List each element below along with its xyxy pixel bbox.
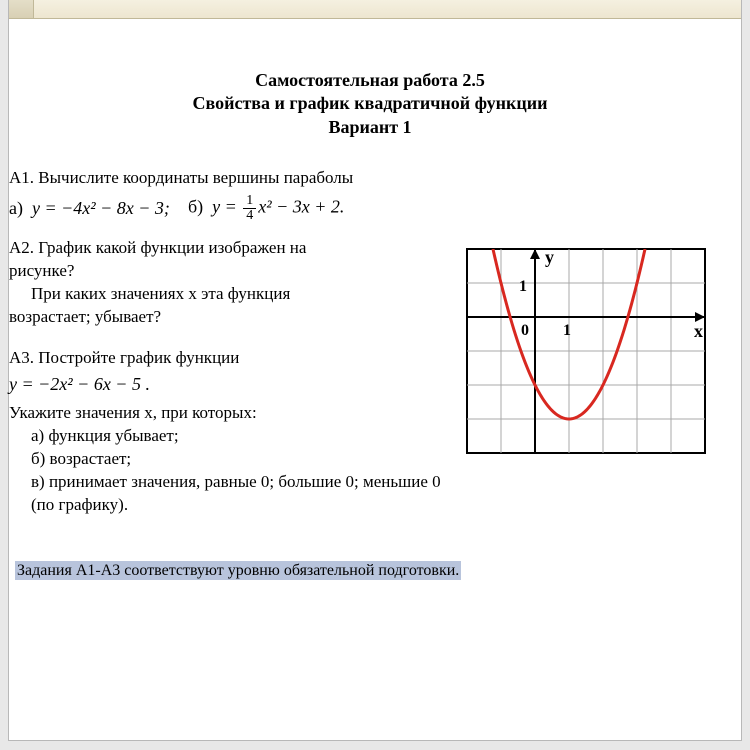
svg-text:1: 1	[519, 278, 527, 295]
parabola-chart: y x 0 1 1	[461, 243, 711, 459]
a2-line4: возрастает; убывает?	[9, 306, 453, 329]
document-frame: Самостоятельная работа 2.5 Свойства и гр…	[8, 0, 742, 741]
content-row: А2. График какой функции изображен на ри…	[9, 237, 731, 531]
title-line-3: Вариант 1	[9, 116, 731, 139]
ruler-margin-left	[9, 0, 34, 18]
svg-text:x: x	[694, 321, 703, 341]
a3-item-a: а) функция убывает;	[9, 425, 453, 448]
svg-text:1: 1	[563, 322, 571, 339]
a2-line3: При каких значениях x эта функция	[9, 283, 453, 306]
a3-sub-heading: Укажите значения x, при которых:	[9, 402, 453, 425]
a2-line2: рисунке?	[9, 260, 453, 283]
task-a3: А3. Постройте график функции y = −2x² − …	[9, 347, 453, 517]
a1-label: А1. Вычислите координаты вершины парабол…	[9, 167, 731, 190]
a3-item-b: б) возрастает;	[9, 448, 453, 471]
task-a2: А2. График какой функции изображен на ри…	[9, 237, 453, 329]
a1-eq-b: б) y = 1 4 x² − 3x + 2.	[188, 194, 344, 223]
a1-equations: а) y = −4x² − 8x − 3; б) y = 1 4 x² − 3x…	[9, 194, 731, 223]
a3-item-c: в) принимает значения, равные 0; большие…	[9, 471, 453, 517]
fraction-one-quarter: 1 4	[243, 194, 256, 223]
ruler	[9, 0, 741, 19]
page: Самостоятельная работа 2.5 Свойства и гр…	[9, 19, 741, 582]
svg-text:0: 0	[521, 322, 529, 339]
footer-note: Задания А1-А3 соответствуют уровню обяза…	[15, 559, 731, 582]
title-line-1: Самостоятельная работа 2.5	[9, 69, 731, 92]
title-line-2: Свойства и график квадратичной функции	[9, 92, 731, 115]
a3-heading: А3. Постройте график функции	[9, 347, 453, 370]
title-block: Самостоятельная работа 2.5 Свойства и гр…	[9, 69, 731, 139]
svg-text:y: y	[545, 247, 554, 267]
a1-eq-a: а) y = −4x² − 8x − 3;	[9, 196, 170, 220]
right-column: y x 0 1 1	[461, 237, 731, 459]
task-a1: А1. Вычислите координаты вершины парабол…	[9, 167, 731, 223]
footer-highlight: Задания А1-А3 соответствуют уровню обяза…	[15, 561, 461, 580]
a2-line1: А2. График какой функции изображен на	[9, 237, 453, 260]
a3-equation: y = −2x² − 6x − 5 .	[9, 372, 453, 396]
left-column: А2. График какой функции изображен на ри…	[9, 237, 461, 531]
